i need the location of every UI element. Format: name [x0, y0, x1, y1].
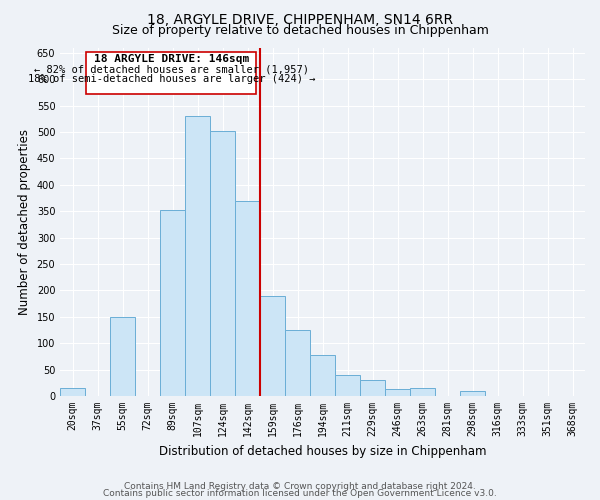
- Text: Size of property relative to detached houses in Chippenham: Size of property relative to detached ho…: [112, 24, 488, 37]
- Bar: [86, 52, 256, 94]
- Bar: [410, 388, 435, 396]
- Text: Contains HM Land Registry data © Crown copyright and database right 2024.: Contains HM Land Registry data © Crown c…: [124, 482, 476, 491]
- Bar: [160, 210, 185, 396]
- Bar: [335, 375, 360, 396]
- Bar: [460, 392, 485, 396]
- Bar: [60, 388, 85, 396]
- Text: 18, ARGYLE DRIVE, CHIPPENHAM, SN14 6RR: 18, ARGYLE DRIVE, CHIPPENHAM, SN14 6RR: [147, 12, 453, 26]
- X-axis label: Distribution of detached houses by size in Chippenham: Distribution of detached houses by size …: [159, 444, 487, 458]
- Bar: [235, 200, 260, 396]
- Text: 18% of semi-detached houses are larger (424) →: 18% of semi-detached houses are larger (…: [28, 74, 315, 84]
- Bar: [185, 116, 210, 396]
- Text: 18 ARGYLE DRIVE: 146sqm: 18 ARGYLE DRIVE: 146sqm: [94, 54, 249, 64]
- Text: Contains public sector information licensed under the Open Government Licence v3: Contains public sector information licen…: [103, 489, 497, 498]
- Bar: [285, 330, 310, 396]
- Text: ← 82% of detached houses are smaller (1,957): ← 82% of detached houses are smaller (1,…: [34, 64, 309, 74]
- Bar: [210, 131, 235, 396]
- Bar: [385, 389, 410, 396]
- Y-axis label: Number of detached properties: Number of detached properties: [18, 129, 31, 315]
- Bar: [110, 317, 135, 396]
- Bar: [260, 296, 285, 396]
- Bar: [360, 380, 385, 396]
- Bar: [310, 355, 335, 396]
